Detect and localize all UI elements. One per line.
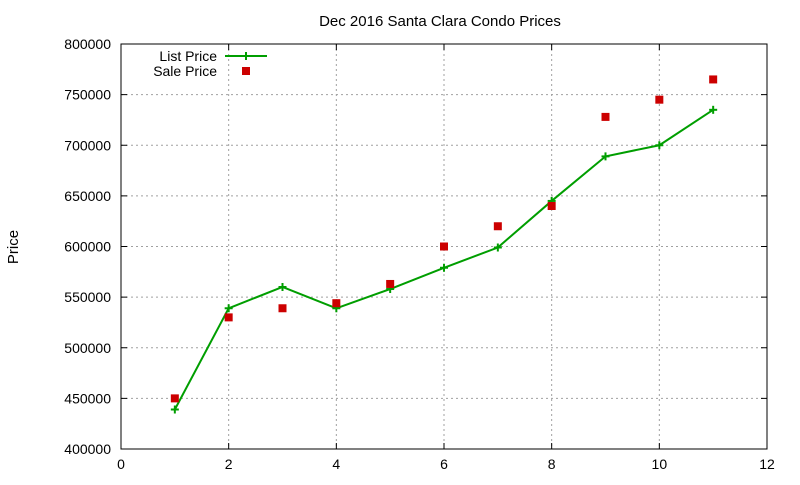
series-layer: [170, 75, 718, 414]
sale-price-point: [386, 279, 395, 288]
sale-price-point: [601, 112, 610, 121]
sale-price-point: [224, 313, 233, 322]
y-axis-label: Price: [5, 230, 22, 264]
y-tick-label: 700000: [64, 137, 111, 153]
sale-price-series: [170, 75, 718, 403]
legend-label: List Price: [159, 48, 217, 64]
list-price-series: [170, 105, 718, 414]
list-price-point: [493, 243, 502, 252]
plot-frame: [120, 43, 768, 450]
sale-price-point: [655, 95, 664, 104]
list-price-point: [601, 152, 610, 161]
sale-price-point: [278, 304, 287, 313]
x-tick-label: 0: [117, 456, 125, 472]
y-tick-label: 650000: [64, 188, 111, 204]
x-tick-label: 10: [652, 456, 668, 472]
sale-price-point: [440, 242, 448, 251]
list-price-point: [655, 141, 664, 150]
legend-plus-marker: [242, 52, 250, 60]
x-tick-label: 4: [332, 456, 340, 472]
legend-square-marker: [242, 67, 250, 75]
list-price-point: [224, 304, 233, 313]
x-tick-label: 2: [225, 456, 233, 472]
x-tick-label: 8: [548, 456, 556, 472]
y-tick-label: 800000: [64, 36, 111, 52]
sale-price-point: [332, 299, 341, 308]
x-tick-label: 12: [759, 456, 775, 472]
y-tick-label: 500000: [64, 340, 111, 356]
list-price-point: [278, 283, 287, 291]
y-tick-label: 450000: [64, 390, 111, 406]
list-price-point: [709, 105, 718, 114]
y-tick-label: 750000: [64, 87, 111, 103]
legend-label: Sale Price: [153, 63, 217, 79]
y-tick-label: 600000: [64, 239, 111, 255]
list-price-point: [440, 263, 448, 272]
y-tick-label: 400000: [64, 441, 111, 457]
y-tick-label: 550000: [64, 289, 111, 305]
x-tick-label: 6: [440, 456, 448, 472]
tick-layer: 0 2 4 6 8 10 12 400000 450000 500000 550000 600000 6…: [64, 36, 775, 472]
sale-price-point: [709, 75, 718, 84]
chart-title: Dec 2016 Santa Clara Condo Prices: [319, 13, 561, 30]
sale-price-point: [547, 202, 556, 210]
sale-price-point: [493, 222, 502, 231]
list-price-point: [170, 405, 179, 414]
sale-price-point: [170, 394, 179, 403]
